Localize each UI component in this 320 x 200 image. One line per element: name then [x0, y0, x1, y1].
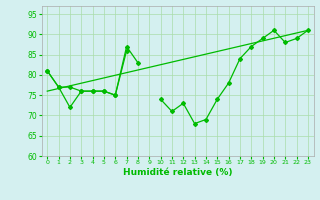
X-axis label: Humidité relative (%): Humidité relative (%): [123, 168, 232, 177]
